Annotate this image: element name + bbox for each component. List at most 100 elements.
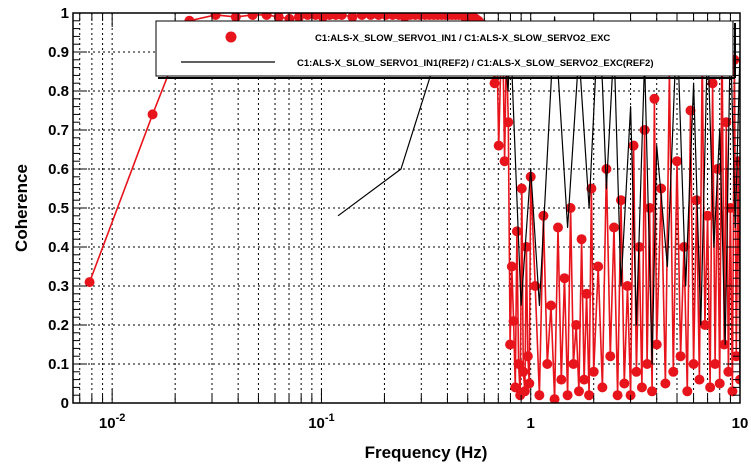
data-point [506, 261, 517, 272]
y-tick-label: 0.8 [48, 83, 69, 100]
data-point [571, 320, 582, 330]
data-point [660, 378, 671, 389]
data-point [510, 382, 521, 393]
data-point [597, 382, 608, 393]
x-axis-label: Frequency (Hz) [365, 443, 488, 462]
data-point [147, 109, 158, 120]
data-point [247, 13, 258, 20]
data-point [615, 195, 626, 206]
data-point [581, 288, 592, 299]
y-tick-label: 0.9 [48, 44, 69, 61]
data-point [516, 183, 527, 194]
data-point [647, 386, 658, 397]
data-point [584, 390, 595, 401]
data-point [493, 140, 504, 151]
data-point [727, 386, 738, 397]
data-point [694, 374, 705, 385]
data-point [542, 359, 553, 369]
y-tick-label: 0.5 [48, 200, 69, 217]
data-point [499, 156, 510, 167]
data-point [576, 234, 587, 245]
data-point [534, 390, 545, 401]
legend-label-series-2: C1:ALS-X_SLOW_SERVO1_IN1(REF2) / C1:ALS-… [297, 58, 654, 69]
data-point [714, 378, 725, 389]
data-point [631, 366, 642, 377]
y-tick-label: 0.4 [48, 239, 70, 256]
data-point [565, 203, 576, 213]
y-tick-label: 0 [61, 395, 69, 412]
data-point [702, 210, 713, 221]
data-point [628, 140, 639, 151]
y-tick-label: 0.1 [48, 356, 69, 373]
legend-marker-series-1 [225, 31, 237, 43]
data-point [524, 378, 535, 389]
legend: C1:ALS-X_SLOW_SERVO1_IN1 / C1:ALS-X_SLOW… [155, 20, 736, 79]
data-point [707, 78, 718, 89]
data-point [559, 273, 570, 284]
y-axis-label: Coherence [12, 164, 31, 252]
data-point [619, 378, 630, 389]
y-tick-label: 0.6 [48, 161, 69, 178]
data-point [365, 13, 376, 20]
data-point [568, 359, 579, 369]
data-point [710, 359, 721, 369]
x-tick-label: 1 [527, 415, 535, 432]
y-tick-label: 0.7 [48, 122, 69, 139]
data-point [521, 242, 532, 252]
data-point [705, 382, 716, 393]
x-tick-label: 10-1 [308, 412, 334, 432]
data-point [508, 316, 519, 327]
data-point [489, 78, 500, 89]
data-point [601, 164, 612, 174]
data-point [656, 183, 667, 194]
data-point [636, 382, 647, 393]
data-point [261, 13, 272, 20]
data-point [579, 374, 590, 385]
data-point [556, 374, 567, 385]
data-point [671, 156, 682, 167]
data-point [688, 359, 699, 369]
data-point [562, 390, 573, 401]
data-point [347, 13, 358, 22]
data-point [586, 183, 597, 194]
data-point [651, 339, 662, 350]
data-point [608, 222, 619, 233]
y-tick-labels: 0 0.1 0.2 0.3 0.4 0.5 0.6 0.7 0.8 0.9 1 [48, 5, 70, 412]
data-point [356, 13, 367, 20]
data-point [273, 13, 284, 22]
data-point [538, 210, 549, 221]
data-point [505, 339, 516, 350]
x-tick-label: 10 [732, 415, 749, 432]
legend-label-series-1: C1:ALS-X_SLOW_SERVO1_IN1 / C1:ALS-X_SLOW… [315, 33, 610, 44]
data-point [622, 281, 633, 291]
data-point [336, 13, 347, 20]
axis-ticks [73, 12, 740, 404]
data-point [84, 277, 95, 288]
data-point [518, 366, 529, 377]
data-point [668, 366, 679, 377]
data-point [552, 222, 563, 233]
x-tick-label: 10-2 [99, 412, 125, 432]
data-point [519, 386, 530, 397]
data-point [513, 359, 524, 369]
data-point [682, 386, 693, 397]
data-point [573, 386, 584, 397]
data-point [302, 13, 313, 20]
data-point [675, 351, 686, 362]
y-tick-label: 1 [61, 5, 69, 22]
data-point [721, 117, 732, 128]
data-point [642, 359, 653, 369]
data-point [549, 394, 560, 403]
data-point [699, 320, 710, 330]
data-point [719, 339, 730, 350]
x-tick-labels: 10-2 10-1 1 10 [99, 412, 748, 432]
data-point [593, 261, 604, 272]
data-point [612, 390, 623, 401]
data-point [605, 351, 616, 362]
data-point [545, 300, 556, 311]
data-point [210, 13, 221, 20]
data-point [639, 125, 650, 135]
data-point [723, 366, 734, 377]
data-point [649, 93, 660, 104]
